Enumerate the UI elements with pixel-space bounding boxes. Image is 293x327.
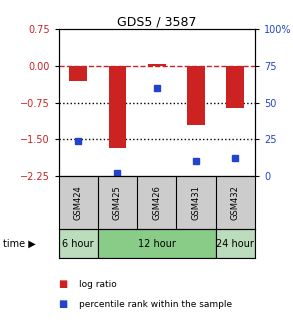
Bar <box>216 229 255 258</box>
Bar <box>148 63 166 66</box>
Bar <box>109 66 126 148</box>
Bar <box>226 66 244 109</box>
Text: log ratio: log ratio <box>79 280 117 289</box>
Text: 24 hour: 24 hour <box>216 239 254 249</box>
Text: ■: ■ <box>59 280 68 289</box>
Text: 6 hour: 6 hour <box>62 239 94 249</box>
Text: GSM424: GSM424 <box>74 185 83 220</box>
Title: GDS5 / 3587: GDS5 / 3587 <box>117 15 197 28</box>
Text: 12 hour: 12 hour <box>138 239 176 249</box>
Text: time ▶: time ▶ <box>3 239 36 249</box>
Bar <box>98 229 216 258</box>
Bar <box>69 66 87 81</box>
Bar <box>187 66 205 125</box>
Text: ■: ■ <box>59 299 68 309</box>
Bar <box>59 229 98 258</box>
Text: GSM426: GSM426 <box>152 185 161 220</box>
Text: GSM425: GSM425 <box>113 185 122 220</box>
Text: GSM432: GSM432 <box>231 185 240 220</box>
Text: GSM431: GSM431 <box>192 185 200 220</box>
Text: percentile rank within the sample: percentile rank within the sample <box>79 300 232 309</box>
